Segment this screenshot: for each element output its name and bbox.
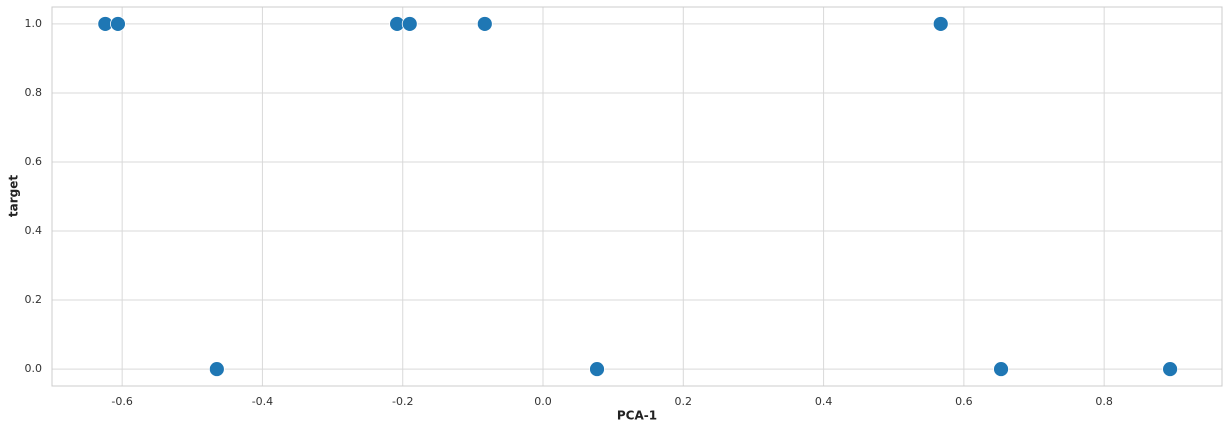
y-axis-label: target — [7, 175, 21, 217]
x-tick-label: 0.6 — [955, 395, 973, 408]
y-tick-label: 0.4 — [25, 224, 43, 237]
x-tick-label: -0.4 — [252, 395, 273, 408]
point — [1162, 361, 1178, 377]
x-axis-label: PCA-1 — [617, 409, 657, 423]
point — [208, 361, 225, 377]
point — [589, 361, 605, 377]
x-tick-label: -0.2 — [392, 395, 413, 408]
point — [476, 16, 493, 32]
x-tick-label: 0.2 — [675, 395, 693, 408]
point — [932, 16, 949, 32]
point — [110, 16, 126, 32]
y-tick-label: 0.6 — [25, 155, 43, 168]
x-tick-label: 0.8 — [1095, 395, 1113, 408]
y-tick-label: 0.0 — [25, 362, 43, 375]
plot-frame — [51, 6, 1223, 387]
point — [993, 361, 1009, 377]
point — [401, 16, 418, 32]
x-tick-label: 0.4 — [815, 395, 833, 408]
y-tick-label: 0.2 — [25, 293, 43, 306]
y-tick-label: 1.0 — [25, 17, 43, 30]
x-tick-label: -0.6 — [111, 395, 132, 408]
y-tick-label: 0.8 — [25, 86, 43, 99]
x-tick-label: 0.0 — [534, 395, 552, 408]
